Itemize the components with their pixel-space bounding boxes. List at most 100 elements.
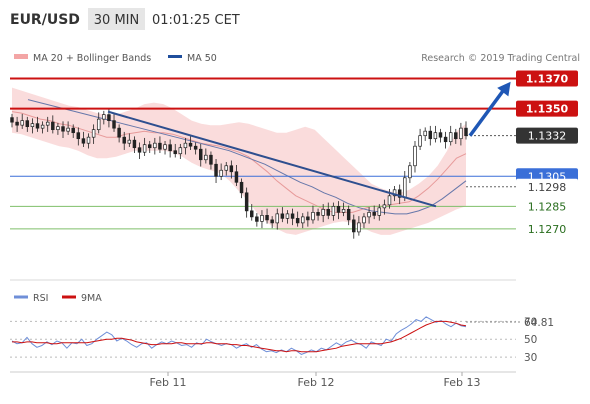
candle [30,123,35,128]
candle [178,147,183,155]
candle [418,135,422,147]
candle [183,142,188,149]
candle [102,114,106,120]
level-badge-1-1332 [516,127,578,144]
candle [336,205,341,213]
level-badge-1-1350 [516,100,578,117]
candle [112,120,116,129]
candle [372,212,376,216]
level-label-1-1370: 1.1370 [526,73,569,86]
level-badge-1-1370 [516,70,578,87]
candle [260,215,264,222]
research-credit: Research © 2019 Trading Central [421,53,580,64]
pair-title: EUR/USD [10,12,80,28]
candle [403,177,407,198]
candle [423,130,427,137]
rsi-last-value: 64.81 [524,317,554,329]
candle [377,207,382,216]
candle [295,218,300,224]
level-label-1-1270: 1.1270 [528,223,567,236]
candle [96,118,101,131]
bollinger-band-area [12,87,466,235]
candle [45,121,50,126]
candle [229,165,234,173]
candle [367,212,371,218]
candle [142,144,147,153]
candle [454,132,458,140]
candle [285,213,290,219]
projection-arrow-head [497,81,511,97]
candle [76,132,81,140]
candle [331,205,336,216]
candle [352,219,356,233]
candle [290,213,295,219]
projection-arrow [468,81,511,137]
ma50-line [27,99,467,215]
candle [153,142,157,149]
candle [81,138,86,144]
candle [127,139,132,144]
x-tick-label: Feb 13 [444,376,481,389]
candle [413,145,417,167]
candle [66,127,70,132]
downtrend-line [107,110,437,208]
timestamp: 01:01:25 CET [152,13,240,28]
timeframe-badge[interactable] [88,8,145,30]
candle [443,136,448,143]
candle [250,210,254,218]
candle [433,132,438,140]
candle [275,213,279,224]
candle [326,209,331,216]
candle [224,165,228,171]
candle [244,192,249,212]
candle [341,209,346,213]
candle [306,216,310,221]
candle [15,121,19,126]
candle [61,126,65,132]
rsi-series-line [11,316,467,355]
ma9-legend-label: 9MA [81,293,102,304]
candle [86,136,91,144]
candle [107,114,111,121]
level-label-1-1350: 1.1350 [526,103,569,116]
candle [438,132,443,138]
candle [147,144,152,149]
x-tick-label: Feb 12 [298,376,335,389]
candle [51,121,55,131]
rsi-panel: RSI 9MA 30 50 70 64.81 [10,293,554,364]
x-tick-label: Feb 11 [150,376,187,389]
candle [280,213,285,219]
candle [40,124,45,129]
candle [239,181,244,194]
candle [219,169,223,177]
level-label-1-1285: 1.1285 [528,200,567,213]
candle [321,209,325,216]
timeframe-label: 30 MIN [94,13,139,28]
rsi-tick-label: 30 [524,352,537,364]
candle [408,165,412,179]
bollinger-legend-swatch [14,54,28,59]
rsi-tick-label: 50 [524,334,537,346]
candle [255,216,259,222]
candle [132,139,137,149]
candle [209,154,213,165]
candle [137,147,142,153]
candle [464,127,468,137]
candle [387,195,392,206]
price-panel: 1.13701.13501.13321.13051.12981.12851.12… [10,70,578,281]
candle [392,189,397,197]
rsi-legend-label: RSI [33,293,48,304]
candle [448,132,453,143]
level-badge-1-1298 [516,178,578,195]
candle [117,127,121,138]
candle [10,117,14,123]
candle [188,142,193,147]
rsi-tick-label: 70 [524,316,537,328]
candle [428,130,433,140]
candle [193,145,198,150]
candle [199,148,203,161]
candle [122,136,126,144]
candle [270,219,274,224]
